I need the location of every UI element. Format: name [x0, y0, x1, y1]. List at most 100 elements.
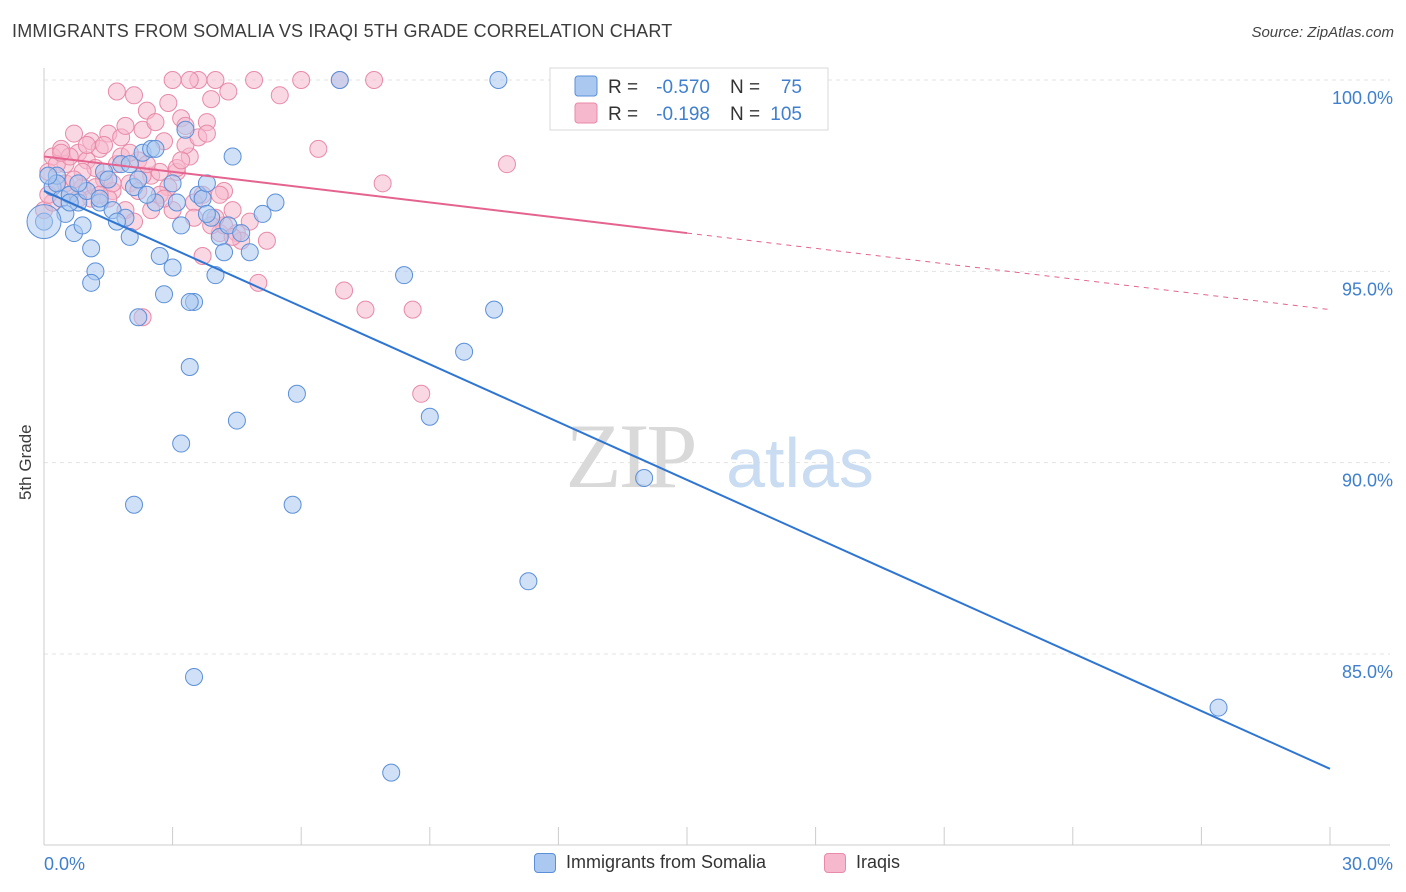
legend-r-label-somalia: R =: [608, 77, 638, 98]
data-point: [176, 120, 195, 139]
axes: [43, 68, 1390, 846]
data-point: [206, 71, 225, 89]
data-point: [163, 174, 182, 193]
y-tick-label: 100.0%: [1332, 88, 1393, 108]
data-point: [95, 136, 114, 155]
data-point: [180, 292, 199, 311]
data-point: [107, 82, 126, 101]
watermark-atlas: atlas: [726, 424, 874, 502]
watermark-zip: ZIP: [566, 405, 695, 507]
data-point: [330, 71, 349, 89]
data-point: [163, 71, 182, 89]
data-point: [249, 273, 268, 292]
data-point: [1209, 698, 1228, 717]
legend-label-iraqis: Iraqis: [856, 852, 901, 872]
trend-lines: [43, 155, 1331, 770]
data-point: [253, 204, 272, 223]
data-point: [232, 224, 251, 243]
data-point: [395, 266, 414, 285]
data-point: [309, 139, 328, 158]
data-point: [73, 216, 92, 235]
data-point: [69, 174, 88, 193]
chart-title: IMMIGRANTS FROM SOMALIA VS IRAQI 5TH GRA…: [12, 21, 673, 41]
data-point: [116, 116, 135, 135]
legend-n-label-somalia: N =: [730, 77, 760, 98]
trend-line-somalia: [43, 190, 1331, 770]
y-tick-label: 95.0%: [1342, 279, 1393, 299]
data-point: [77, 136, 96, 155]
data-point: [163, 258, 182, 277]
data-point: [125, 86, 144, 105]
data-point: [335, 281, 354, 300]
legend-r-label-iraqis: R =: [608, 104, 638, 125]
legend-stats: R = -0.570 N = 75 R = -0.198 N = 105: [549, 67, 829, 131]
data-point: [245, 71, 264, 89]
data-point: [39, 166, 58, 185]
data-point: [120, 227, 139, 246]
data-point: [202, 90, 221, 109]
legend-item-somalia[interactable]: Immigrants from Somalia: [534, 852, 766, 873]
data-point: [150, 247, 169, 266]
data-point: [129, 308, 148, 327]
y-axis-label: 5th Grade: [16, 424, 35, 500]
data-point: [412, 384, 431, 403]
legend-swatch-somalia-bottom: [534, 852, 556, 873]
data-point: [206, 266, 225, 285]
legend-r-value-somalia: -0.570: [656, 77, 710, 98]
watermark: ZIP atlas: [566, 405, 874, 507]
legend-swatch-somalia: [574, 75, 598, 97]
legend-r-value-iraqis: -0.198: [656, 104, 710, 125]
data-point: [172, 434, 191, 453]
data-point: [210, 185, 229, 204]
data-point: [215, 243, 234, 262]
data-point: [455, 342, 474, 361]
data-point: [99, 170, 118, 189]
data-point: [635, 468, 654, 487]
data-point: [489, 71, 508, 89]
data-point: [292, 71, 311, 89]
legend-item-iraqis[interactable]: Iraqis: [824, 852, 900, 873]
data-point: [159, 93, 178, 112]
data-point: [65, 124, 84, 143]
legend-swatch-iraqis-bottom: [824, 852, 846, 873]
data-point: [497, 155, 516, 174]
data-point: [287, 384, 306, 403]
data-point: [180, 358, 199, 376]
legend-label-somalia: Immigrants from Somalia: [566, 852, 767, 872]
data-point: [137, 185, 156, 204]
data-point: [155, 285, 174, 304]
data-point: [172, 151, 191, 170]
data-point: [266, 193, 285, 212]
data-point: [270, 86, 289, 105]
data-point: [197, 124, 216, 143]
legend-n-value-somalia: 75: [781, 77, 802, 98]
data-point: [365, 71, 384, 89]
data-point: [223, 201, 242, 220]
somalia-points: [26, 71, 1228, 782]
data-point: [120, 155, 139, 174]
data-point: [193, 189, 212, 208]
data-point: [82, 239, 101, 258]
grid: [44, 79, 1390, 655]
data-point: [125, 495, 144, 514]
data-point: [129, 170, 148, 189]
data-point: [485, 300, 504, 319]
tick-labels: 100.0% 95.0% 90.0% 85.0% 0.0% 30.0%: [44, 88, 1393, 874]
data-point: [257, 231, 276, 250]
x-tick-label: 30.0%: [1342, 854, 1393, 874]
data-point: [227, 411, 246, 430]
data-point: [240, 243, 259, 262]
data-point: [146, 139, 165, 158]
data-point: [356, 300, 375, 319]
legend-swatch-iraqis: [574, 102, 598, 124]
legend-n-label-iraqis: N =: [730, 104, 760, 125]
data-point: [420, 407, 439, 426]
data-point: [167, 193, 186, 212]
data-point: [82, 273, 101, 292]
data-point: [283, 495, 302, 514]
data-point: [90, 189, 109, 208]
data-point: [219, 82, 238, 101]
data-point: [146, 113, 165, 132]
data-point-cluster: [26, 204, 62, 240]
